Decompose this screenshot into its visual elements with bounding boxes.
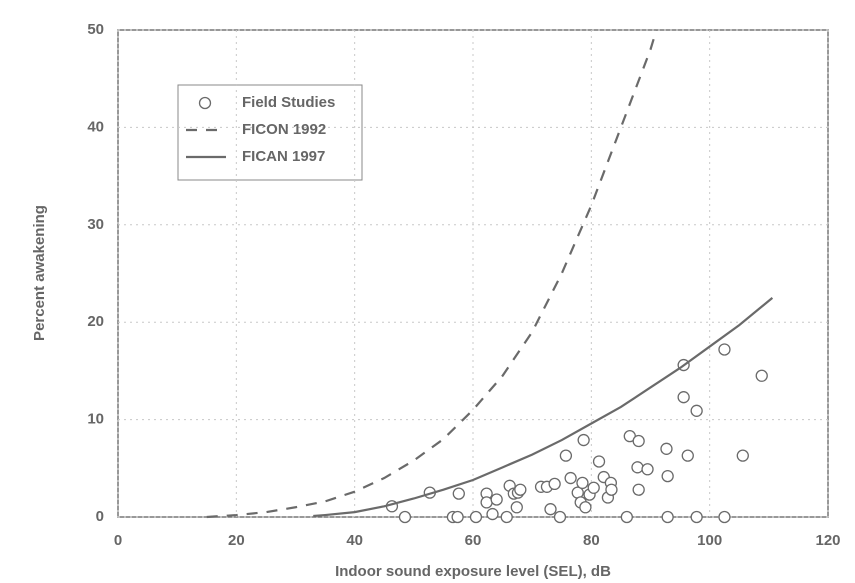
data-point (606, 484, 617, 495)
chart: Indoor sound exposure level (SEL), dB Pe… (0, 0, 855, 583)
data-point (633, 436, 644, 447)
data-point (578, 435, 589, 446)
y-tick-label: 10 (87, 411, 104, 428)
data-point (632, 462, 643, 473)
data-point (662, 512, 673, 523)
data-point (737, 450, 748, 461)
data-point (588, 482, 599, 493)
x-tick-label: 80 (583, 532, 600, 549)
x-tick-label: 120 (815, 532, 840, 549)
legend-label: Field Studies (242, 94, 335, 111)
data-point (678, 392, 689, 403)
y-tick-label: 0 (96, 508, 104, 525)
data-point (453, 488, 464, 499)
legend-label: FICAN 1997 (242, 148, 325, 165)
data-point (691, 512, 702, 523)
data-point (481, 497, 492, 508)
x-tick-label: 0 (114, 532, 122, 549)
data-point (719, 344, 730, 355)
data-point (565, 473, 576, 484)
data-point (580, 502, 591, 513)
data-point (719, 512, 730, 523)
data-point (491, 494, 502, 505)
data-point (511, 502, 522, 513)
x-tick-label: 20 (228, 532, 245, 549)
data-point (399, 512, 410, 523)
data-point (756, 370, 767, 381)
data-point (642, 464, 653, 475)
data-point (452, 512, 463, 523)
data-point (633, 484, 644, 495)
y-tick-label: 20 (87, 313, 104, 330)
data-point (594, 456, 605, 467)
data-point (554, 512, 565, 523)
data-point (549, 478, 560, 489)
data-point (682, 450, 693, 461)
data-point (662, 471, 673, 482)
data-point (661, 443, 672, 454)
data-point (621, 512, 632, 523)
legend-marker (200, 98, 211, 109)
legend-label: FICON 1992 (242, 121, 326, 138)
x-tick-label: 60 (465, 532, 482, 549)
data-point (560, 450, 571, 461)
data-point (501, 512, 512, 523)
data-point (515, 484, 526, 495)
y-tick-label: 40 (87, 118, 104, 135)
y-tick-label: 30 (87, 216, 104, 233)
data-point (487, 509, 498, 520)
data-point (545, 504, 556, 515)
x-tick-label: 100 (697, 532, 722, 549)
data-point (577, 477, 588, 488)
y-axis-title: Percent awakening (31, 205, 48, 341)
data-point (470, 512, 481, 523)
x-axis-title: Indoor sound exposure level (SEL), dB (335, 563, 611, 580)
data-point (691, 405, 702, 416)
y-tick-label: 50 (87, 21, 104, 38)
x-tick-label: 40 (346, 532, 363, 549)
